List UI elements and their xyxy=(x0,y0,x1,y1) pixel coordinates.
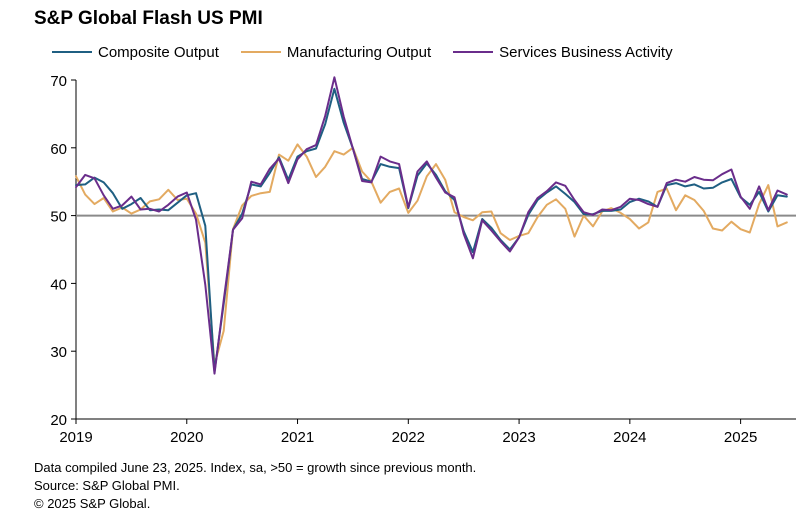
legend-swatch xyxy=(453,51,494,53)
x-tick-label: 2023 xyxy=(502,429,535,446)
series-line-manufacturing-output xyxy=(75,143,788,366)
y-tick-label: 60 xyxy=(50,141,67,158)
x-tick-label: 2021 xyxy=(281,429,314,446)
x-tick-label: 2020 xyxy=(170,429,203,446)
x-tick-label: 2025 xyxy=(724,429,757,446)
chart-legend: Composite Output Manufacturing Output Serv… xyxy=(52,42,695,62)
footer-note: Data compiled June 23, 2025. Index, sa, … xyxy=(34,460,477,475)
chart-title: S&P Global Flash US PMI xyxy=(34,8,263,29)
y-tick-label: 50 xyxy=(50,209,67,226)
x-tick-label: 2022 xyxy=(392,429,425,446)
y-tick-label: 70 xyxy=(50,73,67,90)
legend-item: Manufacturing Output xyxy=(240,43,432,61)
legend-label: Services Business Activity xyxy=(499,43,673,61)
footer-source: Source: S&P Global PMI. xyxy=(34,478,180,493)
y-tick-label: 30 xyxy=(50,344,67,361)
legend-label: Manufacturing Output xyxy=(286,43,432,61)
legend-swatch xyxy=(52,51,92,53)
footer-copyright: © 2025 S&P Global. xyxy=(34,496,151,511)
series-line-composite-output xyxy=(75,87,788,373)
x-tick-label: 2024 xyxy=(613,429,646,446)
legend-item: Services Business Activity xyxy=(453,43,673,61)
legend-item: Composite Output xyxy=(52,44,219,61)
y-tick-label: 20 xyxy=(50,412,67,429)
series-line-services-business-activity xyxy=(75,76,788,375)
legend-label: Composite Output xyxy=(98,43,219,61)
x-tick-label: 2019 xyxy=(59,429,92,446)
legend-swatch xyxy=(240,51,281,53)
y-tick-label: 40 xyxy=(50,276,67,293)
